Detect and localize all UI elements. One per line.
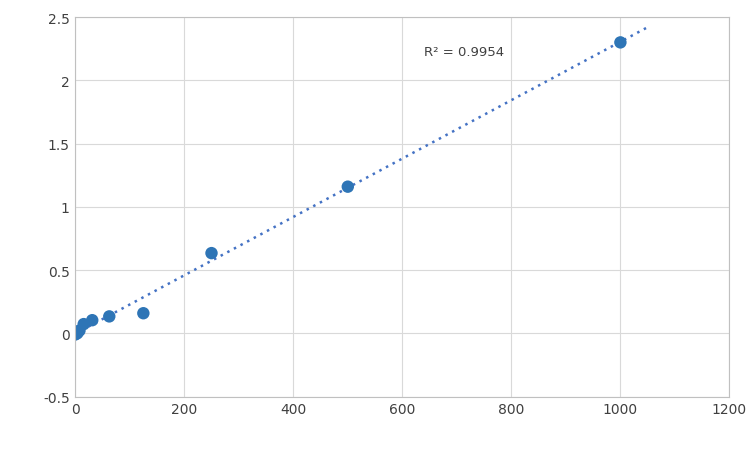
Point	[71, 330, 83, 337]
Point	[103, 313, 115, 320]
Point	[77, 321, 89, 328]
Point	[69, 331, 81, 338]
Point	[74, 327, 86, 335]
Point	[138, 310, 150, 317]
Point	[205, 250, 217, 257]
Point	[614, 40, 626, 47]
Point	[86, 317, 99, 324]
Text: R² = 0.9954: R² = 0.9954	[424, 46, 505, 59]
Point	[341, 184, 353, 191]
